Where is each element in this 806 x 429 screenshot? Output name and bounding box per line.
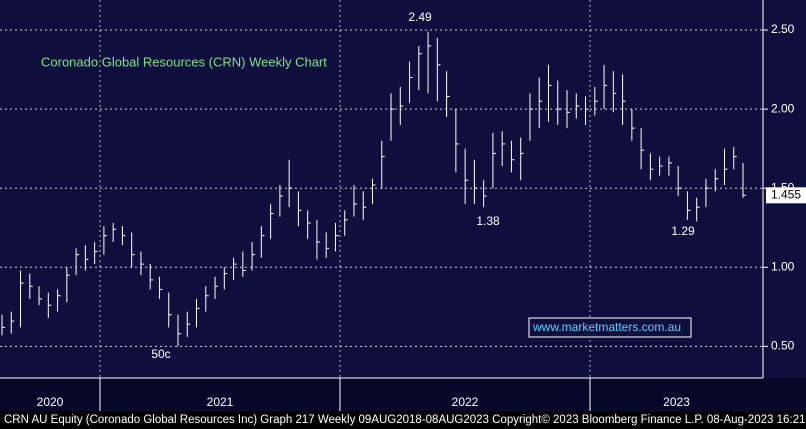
website-box [528, 317, 692, 338]
annotation: 2.49 [408, 10, 432, 24]
footer-band [0, 411, 806, 429]
y-tick-label: 2.50 [771, 22, 795, 36]
y-tick-label: 2.00 [771, 101, 795, 115]
price-bars [1, 31, 746, 347]
y-tick-label: 0.50 [771, 339, 795, 353]
x-tick-label: 2020 [37, 395, 64, 409]
annotation: 50c [151, 347, 170, 361]
labels: 0.501.001.502.002.5020202021202220232.49… [37, 10, 806, 409]
x-axis-band [0, 378, 806, 411]
x-tick-label: 2021 [207, 395, 234, 409]
annotation: 1.38 [476, 214, 500, 228]
website: www.marketmatters.com.au [532, 320, 681, 334]
chart-title: Coronado Global Resources (CRN) Weekly C… [41, 54, 327, 69]
x-tick-label: 2023 [663, 395, 690, 409]
last-price-box [766, 187, 806, 204]
x-tick-label: 2022 [452, 395, 479, 409]
y-tick-label: 1.00 [771, 259, 795, 273]
footer: CRN AU Equity (Coronado Global Resources… [4, 414, 806, 426]
last-price-label: 1.455 [771, 187, 801, 201]
annotation: 1.29 [671, 224, 695, 238]
